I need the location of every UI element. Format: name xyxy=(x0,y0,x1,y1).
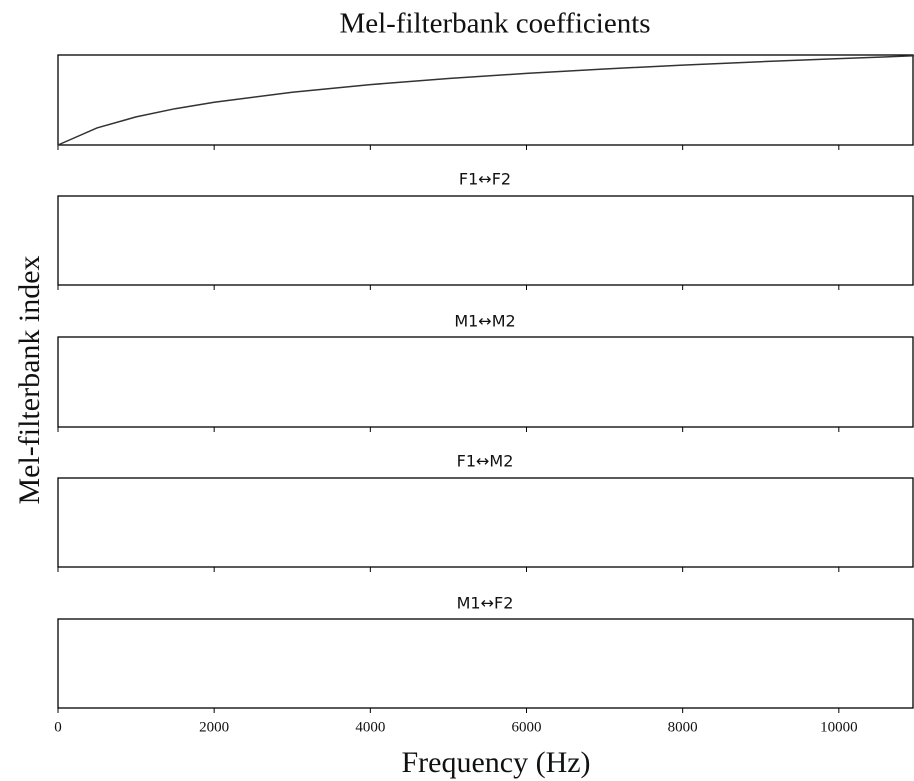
panel-title: M1↔F2 xyxy=(457,594,514,613)
panel-title: F1↔F2 xyxy=(459,170,511,189)
x-axis-label: Frequency (Hz) xyxy=(401,746,590,779)
figure-title: Mel-filterbank coefficients xyxy=(339,8,650,40)
x-tick-label: 2000 xyxy=(199,719,229,735)
x-tick-label: 0 xyxy=(54,719,62,735)
x-tick-label: 4000 xyxy=(355,719,385,735)
x-tick-label: 10000 xyxy=(820,719,858,735)
panel-title: M1↔M2 xyxy=(454,312,515,331)
plot-frame xyxy=(57,54,914,146)
mel-curve xyxy=(57,55,914,146)
panel-title: F1↔M2 xyxy=(457,452,514,471)
plot-frame xyxy=(57,618,914,709)
y-axis-label: Mel-filterbank index xyxy=(13,255,46,504)
x-tick-label: 6000 xyxy=(511,719,541,735)
plot-frame xyxy=(57,477,914,568)
plot-frame xyxy=(57,336,914,428)
x-tick-label: 8000 xyxy=(668,719,698,735)
plot-frame xyxy=(57,195,914,286)
